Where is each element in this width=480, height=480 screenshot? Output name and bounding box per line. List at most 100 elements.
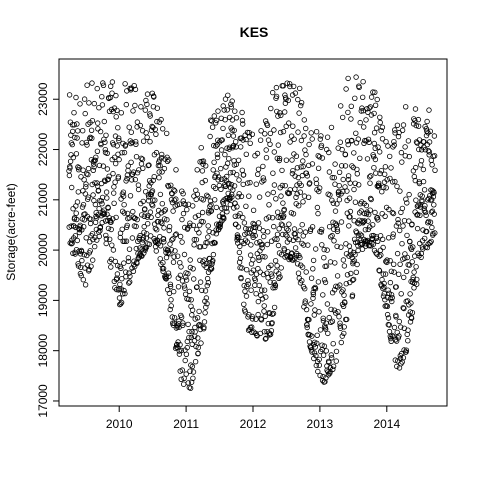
data-point — [186, 328, 192, 335]
data-point — [285, 97, 291, 104]
y-tick-label: 22000 — [36, 133, 50, 167]
data-point — [138, 212, 145, 218]
data-point — [133, 153, 140, 160]
data-point — [155, 162, 162, 169]
data-point — [213, 227, 219, 233]
data-point — [345, 75, 351, 82]
data-point — [355, 247, 361, 254]
data-point — [310, 295, 316, 301]
data-point — [272, 282, 279, 289]
data-point — [261, 177, 267, 183]
data-point — [353, 130, 359, 136]
data-point — [87, 248, 93, 254]
data-point — [324, 247, 330, 253]
data-point — [378, 167, 385, 174]
data-point — [163, 276, 169, 282]
data-point — [336, 182, 342, 189]
data-point — [121, 201, 127, 208]
data-point — [113, 214, 119, 221]
data-point — [224, 208, 230, 215]
data-point — [397, 188, 403, 194]
data-point — [173, 325, 180, 331]
data-point — [198, 340, 204, 346]
data-point — [337, 323, 343, 329]
data-point — [120, 193, 127, 199]
data-point — [237, 243, 243, 250]
data-point — [110, 190, 117, 196]
data-point — [375, 217, 381, 223]
data-point — [311, 312, 317, 318]
data-point — [161, 165, 168, 172]
data-point — [66, 172, 73, 179]
data-point — [421, 139, 427, 145]
data-point — [268, 271, 274, 277]
data-point — [315, 210, 321, 217]
data-point — [269, 311, 275, 317]
data-point — [108, 226, 114, 233]
data-point — [210, 229, 216, 236]
data-point — [331, 238, 337, 244]
data-point — [300, 163, 306, 170]
data-point — [226, 114, 233, 121]
data-point — [147, 233, 154, 239]
data-point — [83, 139, 90, 146]
data-point — [79, 140, 85, 146]
data-point — [413, 264, 419, 270]
data-point — [199, 287, 205, 294]
data-point — [97, 227, 103, 234]
data-point — [195, 344, 201, 351]
data-point — [160, 260, 166, 266]
data-point — [154, 238, 161, 244]
data-point — [223, 173, 230, 180]
data-point — [347, 248, 354, 254]
x-tick-label: 2010 — [106, 417, 133, 431]
data-point — [103, 240, 109, 247]
data-point — [140, 138, 147, 144]
data-point — [170, 288, 177, 295]
data-point — [410, 244, 416, 250]
data-point — [396, 271, 402, 277]
data-point — [232, 108, 238, 114]
data-point — [379, 136, 386, 142]
data-point — [237, 210, 243, 217]
data-point — [195, 212, 202, 219]
data-point — [256, 225, 263, 231]
data-point — [431, 153, 438, 159]
data-point — [431, 202, 437, 208]
data-point — [250, 267, 257, 273]
data-point — [148, 191, 154, 198]
data-point — [204, 192, 210, 198]
data-point — [112, 160, 119, 167]
data-point — [113, 92, 119, 99]
data-point — [263, 147, 269, 153]
data-point — [428, 238, 434, 245]
data-point — [164, 158, 171, 164]
data-point — [368, 173, 374, 179]
data-point — [190, 276, 197, 282]
data-point — [262, 131, 268, 137]
x-tick-label: 2011 — [173, 417, 199, 431]
data-point — [264, 122, 271, 128]
data-point — [424, 228, 430, 235]
data-point — [243, 267, 250, 273]
data-point — [236, 234, 242, 241]
data-point — [368, 196, 374, 203]
data-point — [299, 221, 305, 228]
data-point — [393, 223, 400, 229]
data-point — [233, 115, 240, 121]
data-point — [268, 105, 274, 112]
data-point — [167, 281, 174, 287]
data-point — [408, 300, 414, 306]
data-point — [423, 212, 429, 219]
data-point — [233, 161, 239, 168]
data-point — [287, 81, 293, 87]
data-point — [278, 221, 285, 227]
data-point — [347, 214, 353, 220]
data-point — [313, 352, 319, 359]
data-point — [405, 138, 412, 144]
data-point — [284, 80, 290, 86]
data-point — [372, 209, 378, 216]
data-point — [319, 242, 325, 248]
data-point — [210, 257, 216, 264]
data-point — [248, 242, 254, 248]
